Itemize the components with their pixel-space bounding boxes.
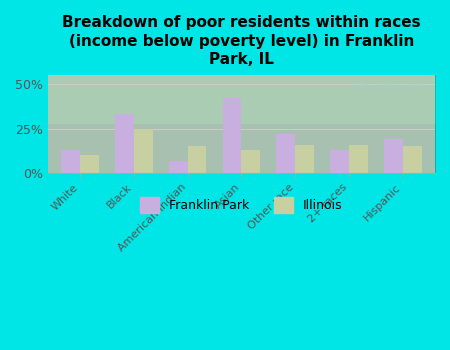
Bar xyxy=(295,145,314,173)
Bar xyxy=(242,150,260,173)
Bar xyxy=(403,146,422,173)
Bar xyxy=(80,155,99,173)
Bar xyxy=(223,98,242,173)
Bar xyxy=(276,134,295,173)
Bar xyxy=(134,129,153,173)
Legend: Franklin Park, Illinois: Franklin Park, Illinois xyxy=(135,193,347,218)
Bar xyxy=(330,150,349,173)
Bar xyxy=(169,161,188,173)
Bar xyxy=(115,114,134,173)
Bar xyxy=(188,146,207,173)
Bar xyxy=(61,150,80,173)
Bar xyxy=(349,145,368,173)
Text: City-Data.com: City-Data.com xyxy=(354,82,423,92)
Bar xyxy=(384,139,403,173)
Title: Breakdown of poor residents within races
(income below poverty level) in Frankli: Breakdown of poor residents within races… xyxy=(62,15,421,67)
